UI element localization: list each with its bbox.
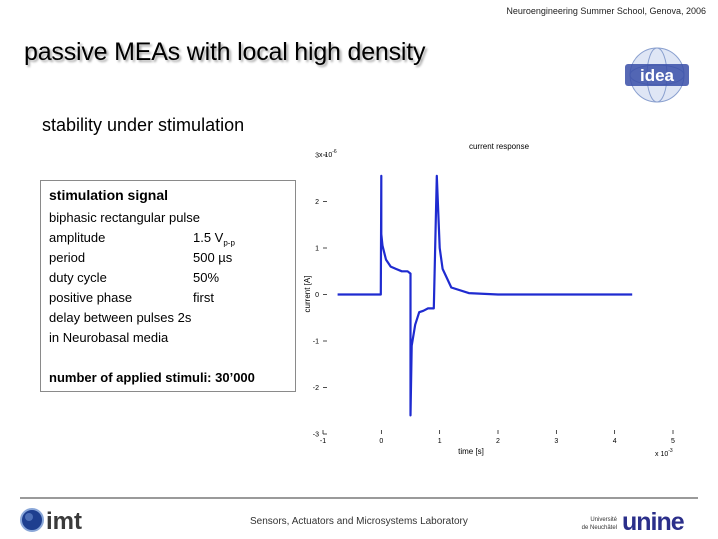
svg-text:idea: idea: [640, 66, 675, 85]
x-tick-label: 4: [613, 438, 617, 445]
stimulation-signal-box: stimulation signal biphasic rectangular …: [40, 180, 296, 392]
param-period: period 500 µs: [49, 248, 287, 268]
x-tick-label: 2: [496, 438, 500, 445]
y-tick-label: -3: [313, 432, 319, 439]
unine-logo: Université de Neuchâtel unine: [582, 508, 686, 536]
event-caption: Neuroengineering Summer School, Genova, …: [506, 6, 706, 16]
x-axis-label: time [s]: [458, 447, 484, 456]
param-key: amplitude: [49, 230, 106, 245]
param-amplitude: amplitude 1.5 Vp-p: [49, 228, 287, 248]
param-key: period: [49, 250, 86, 265]
idea-logo: idea: [613, 44, 701, 106]
box-heading: stimulation signal: [49, 187, 169, 203]
chart-title: current response: [469, 142, 530, 151]
delay-between-pulses: delay between pulses 2s: [49, 310, 192, 325]
y-axis-label: current [A]: [303, 276, 312, 313]
param-value: 1.5 Vp-p: [193, 230, 235, 248]
imt-logo-text: imt: [46, 508, 82, 535]
x-tick-label: 0: [379, 438, 383, 445]
y-tick-label: 0: [315, 292, 319, 299]
slide-title: passive MEAs with local high density: [24, 38, 426, 66]
x-tick-label: 5: [671, 438, 675, 445]
param-value: 50%: [193, 270, 220, 285]
y-exponent: x 10-6: [319, 149, 337, 159]
param-positive-phase: positive phase first: [49, 288, 287, 308]
lab-name: Sensors, Actuators and Microsystems Labo…: [250, 516, 468, 527]
signal-description: biphasic rectangular pulse: [49, 210, 201, 225]
imt-logo: imt: [20, 508, 82, 535]
media-note: in Neurobasal media: [49, 330, 169, 345]
param-value: 500 µs: [193, 250, 233, 265]
unine-logo-text: unine: [622, 508, 685, 536]
y-tick-label: 1: [315, 246, 319, 253]
y-tick-label: 2: [315, 199, 319, 206]
x-exponent: x 10-3: [655, 448, 673, 458]
param-value: first: [193, 290, 214, 305]
footer-divider: [20, 497, 698, 499]
applied-stimuli-count: number of applied stimuli: 30’000: [49, 370, 255, 385]
current-trace: [337, 174, 633, 417]
y-tick-label: -2: [313, 385, 319, 392]
x-tick-label: 1: [438, 438, 442, 445]
section-subtitle: stability under stimulation: [42, 115, 245, 135]
y-tick-label: 3: [315, 153, 319, 160]
y-tick-label: -1: [313, 339, 319, 346]
param-duty-cycle: duty cycle 50%: [49, 268, 287, 288]
unine-caption-1: Université: [590, 517, 617, 523]
x-tick-label: 3: [554, 438, 558, 445]
param-key: duty cycle: [49, 270, 107, 285]
param-key: positive phase: [49, 290, 133, 305]
x-tick-label: -1: [320, 438, 326, 445]
unine-caption-2: de Neuchâtel: [582, 525, 617, 531]
